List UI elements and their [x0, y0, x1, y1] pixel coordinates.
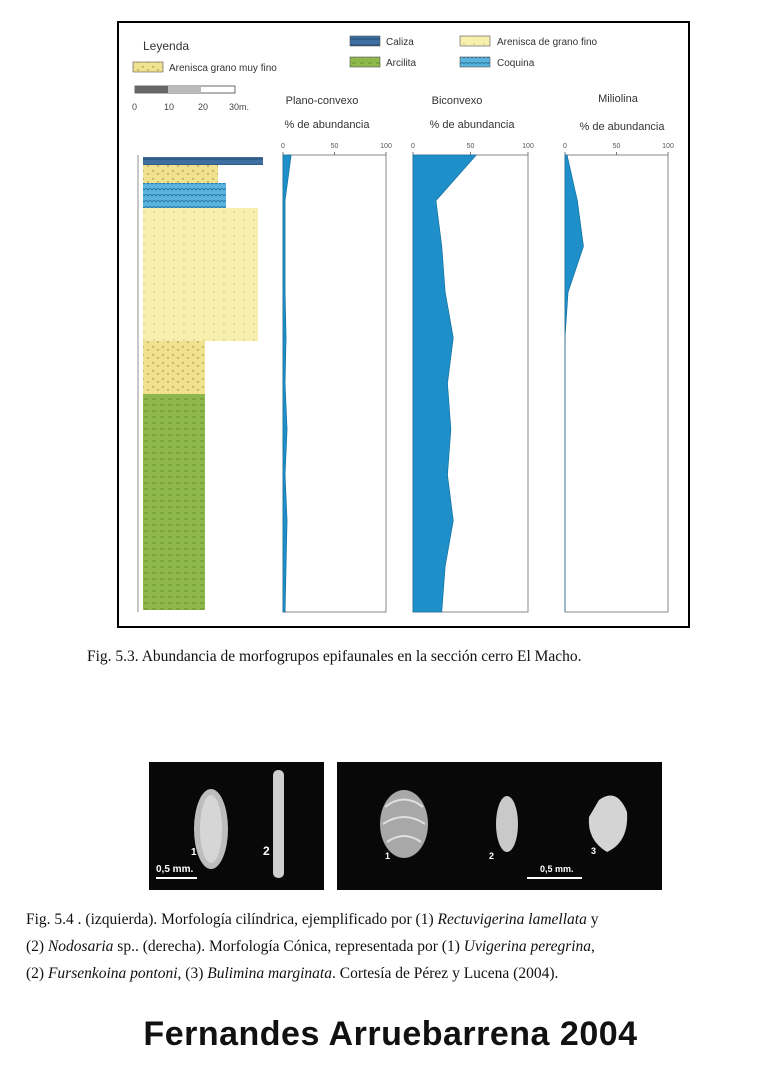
- layer-arenisca-fino: [143, 208, 258, 341]
- scale-bar-segment: [168, 86, 201, 93]
- layer-caliza: [143, 157, 263, 165]
- legend-title: Leyenda: [143, 39, 189, 53]
- panel-title-biconvexo: Biconvexo: [432, 95, 483, 107]
- legend-label-coquina: Coquina: [497, 58, 535, 69]
- panel-subtitle: % de abundancia: [284, 119, 370, 131]
- layer-arenisca-muy-fino: [143, 341, 205, 394]
- species-name: Nodosaria: [47, 938, 114, 955]
- species-name: Fursenkoina pontoni: [47, 965, 178, 982]
- panel-subtitle: % de abundancia: [429, 119, 515, 131]
- panel-frame-plano-convexo: [282, 154, 387, 613]
- figure-5-3-chart: Leyenda Caliza Arenisca de grano fino Ar…: [132, 35, 674, 613]
- foram-specimen: [380, 790, 428, 858]
- caption-line: Fig. 5.4 . (izquierda). Morfología cilín…: [26, 906, 776, 933]
- x-tick-label: 100: [662, 143, 674, 150]
- specimen-label: 3: [591, 846, 596, 856]
- scale-tick-label: 30m.: [229, 102, 249, 112]
- abundance-area-biconvexo: [412, 154, 477, 613]
- panel-title-miliolina: Miliolina: [598, 93, 639, 105]
- scale-label: 0,5 mm.: [540, 864, 574, 874]
- specimen-label: 1: [191, 847, 197, 858]
- caption-line: (2) Nodosaria sp.. (derecha). Morfología…: [26, 933, 776, 960]
- x-tick-label: 0: [411, 143, 415, 150]
- caption-text: y: [586, 911, 599, 928]
- layer-coquina: [143, 183, 226, 208]
- caption-text: , (3): [177, 965, 208, 982]
- scale-tick-label: 20: [198, 102, 208, 112]
- caption-text: (2): [26, 938, 48, 955]
- legend-swatch-caliza: [349, 35, 381, 47]
- legend-label-arenisca-muy-fino: Arenisca grano muy fino: [169, 63, 277, 74]
- caption-text: sp.. (derecha). Morfología Cónica, repre…: [113, 938, 464, 955]
- scale-tick-label: 10: [164, 102, 174, 112]
- caption-text: Fig. 5.4 . (izquierda). Morfología cilín…: [26, 911, 438, 928]
- foram-specimen: [273, 770, 284, 878]
- x-tick-label: 0: [281, 143, 285, 150]
- abundance-area-miliolina: [564, 154, 584, 612]
- legend-label-arenisca-fino: Arenisca de grano fino: [497, 37, 598, 48]
- photo-conical: 1 2 3 0,5 mm.: [337, 762, 662, 890]
- layer-arenisca: [143, 165, 218, 183]
- legend-label-arcilita: Arcilita: [386, 58, 416, 69]
- footer-title: Fernandes Arruebarrena 2004: [143, 1015, 638, 1053]
- foram-chamber-lines: [382, 798, 426, 843]
- x-tick-label: 50: [331, 143, 339, 150]
- panel-frame-miliolina: [564, 154, 669, 613]
- legend-swatch-coquina: [459, 56, 491, 68]
- x-tick-label: 100: [522, 143, 534, 150]
- photo-cylindrical: 1 2 0,5 mm.: [149, 762, 324, 890]
- legend-swatch-arenisca-muy-fino: [132, 61, 164, 73]
- caption-text: ,: [591, 938, 595, 955]
- species-name: Bulimina marginata: [207, 965, 332, 982]
- foram-specimen-highlight: [200, 795, 222, 863]
- foram-specimen: [496, 796, 518, 852]
- x-tick-label: 100: [380, 143, 392, 150]
- figure-5-3-caption: Fig. 5.3. Abundancia de morfogrupos epif…: [87, 648, 582, 665]
- x-tick-label: 50: [467, 143, 475, 150]
- scale-tick-label: 0: [132, 102, 137, 112]
- panel-title-plano-convexo: Plano-convexo: [286, 95, 359, 107]
- caption-text: . Cortesía de Pérez y Lucena (2004).: [331, 965, 559, 982]
- foram-specimen: [588, 795, 628, 852]
- specimen-label: 1: [385, 851, 390, 861]
- scale-label: 0,5 mm.: [156, 864, 193, 875]
- scale-bar-segment: [135, 86, 168, 93]
- species-name: Uvigerina peregrina: [463, 938, 592, 955]
- legend-label-caliza: Caliza: [386, 37, 414, 48]
- legend-swatch-arenisca-fino: [459, 35, 491, 47]
- caption-line: (2) Fursenkoina pontoni, (3) Bulimina ma…: [26, 960, 776, 987]
- abundance-area-plano-convexo: [282, 154, 292, 613]
- specimen-label: 2: [263, 844, 270, 858]
- specimen-label: 2: [489, 851, 494, 861]
- legend-swatch-arcilita: [349, 56, 381, 68]
- panel-subtitle: % de abundancia: [579, 121, 665, 133]
- caption-text: (2): [26, 965, 48, 982]
- figure-5-4-caption: Fig. 5.4 . (izquierda). Morfología cilín…: [26, 906, 776, 987]
- layer-arcilita: [143, 394, 205, 610]
- x-tick-label: 50: [613, 143, 621, 150]
- x-tick-label: 0: [563, 143, 567, 150]
- species-name: Rectuvigerina lamellata: [437, 911, 587, 928]
